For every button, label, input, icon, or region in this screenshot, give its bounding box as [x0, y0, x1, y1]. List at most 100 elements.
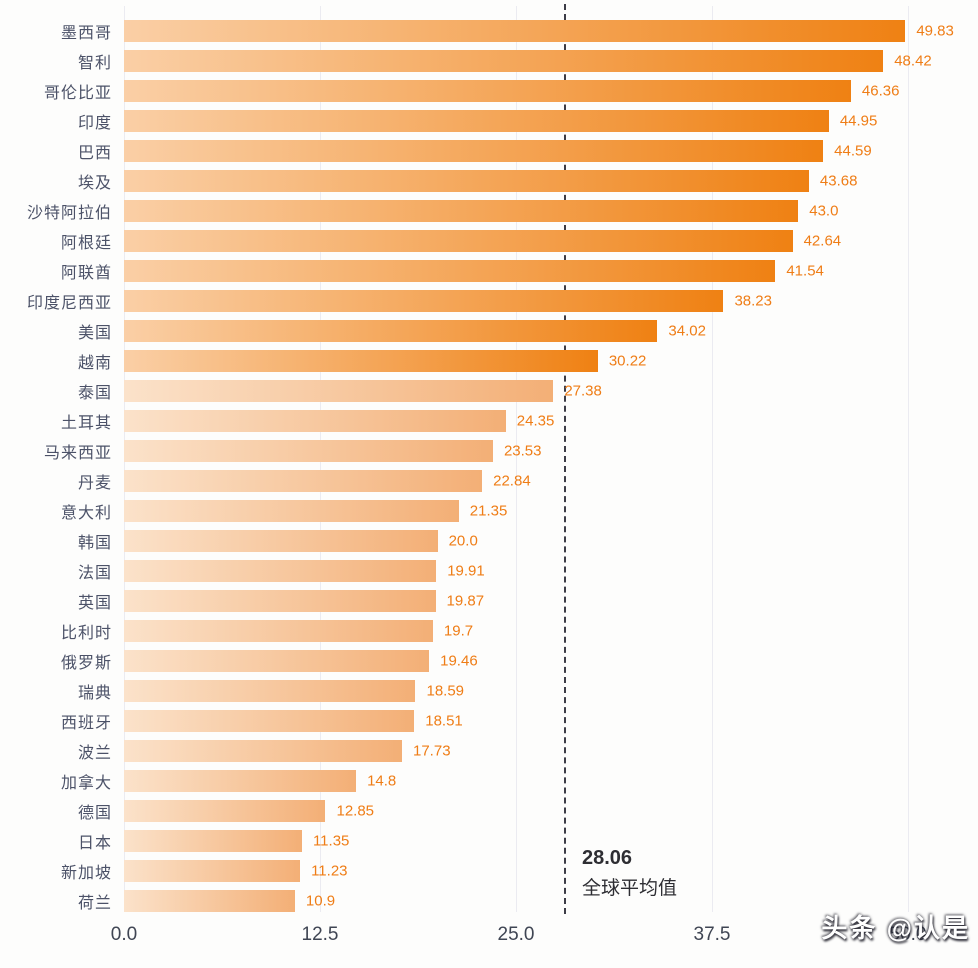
bar: [124, 470, 483, 492]
value-label: 43.68: [819, 172, 858, 190]
category-label: 法国: [77, 565, 112, 582]
category-label: 土耳其: [60, 415, 112, 432]
value-label: 27.38: [564, 382, 602, 400]
category-label: 越南: [77, 355, 112, 372]
value-label: 24.35: [516, 412, 555, 430]
value-label: 18.59: [426, 682, 465, 700]
x-tick: 0.0: [110, 924, 138, 945]
chart-row: 越南 30.22: [0, 346, 978, 376]
category-label: 英国: [77, 595, 112, 612]
category-label: 阿根廷: [60, 235, 112, 252]
bar: [124, 680, 416, 702]
bar: [124, 80, 851, 102]
category-label: 新加坡: [60, 865, 112, 882]
category-label: 美国: [77, 325, 112, 342]
chart-row: 墨西哥 49.83: [0, 16, 978, 46]
value-label: 14.8: [367, 772, 397, 790]
bar: [124, 50, 884, 72]
bar: [124, 800, 326, 822]
value-label: 19.87: [446, 592, 485, 610]
value-label: 20.0: [448, 532, 478, 550]
bar: [124, 230, 793, 252]
value-label: 23.53: [503, 442, 542, 460]
value-label: 18.51: [425, 712, 463, 730]
x-tick: 37.5: [693, 924, 731, 945]
bar: [124, 890, 295, 912]
category-label: 日本: [77, 835, 112, 852]
category-label: 荷兰: [77, 895, 112, 912]
value-label: 19.46: [440, 652, 478, 670]
value-label: 17.73: [413, 742, 451, 760]
chart-row: 丹麦 22.84: [0, 466, 978, 496]
chart-row: 阿联酋 41.54: [0, 256, 978, 286]
value-label: 11.35: [312, 832, 350, 850]
bar: [124, 620, 433, 642]
bar: [124, 830, 302, 852]
value-label: 46.36: [861, 82, 900, 100]
bar: [124, 350, 598, 372]
chart-row: 沙特阿拉伯 43.0: [0, 196, 978, 226]
category-label: 西班牙: [60, 715, 112, 732]
category-label: 智利: [77, 55, 112, 72]
chart-row: 美国 34.02: [0, 316, 978, 346]
x-tick: 50.0: [889, 924, 927, 945]
chart-row: 阿根廷 42.64: [0, 226, 978, 256]
chart-row: 印度尼西亚 38.23: [0, 286, 978, 316]
value-label: 41.54: [786, 262, 824, 280]
value-label: 42.64: [803, 232, 842, 250]
bar: [124, 410, 506, 432]
category-label: 比利时: [60, 625, 112, 642]
category-label: 哥伦比亚: [43, 85, 112, 102]
value-label: 22.84: [493, 472, 531, 490]
bar: [124, 860, 301, 882]
value-label: 11.23: [311, 862, 348, 880]
gridline: [516, 6, 517, 912]
chart-row: 埃及 43.68: [0, 166, 978, 196]
chart-row: 新加坡 11.23: [0, 856, 978, 886]
category-label: 巴西: [77, 145, 112, 162]
value-label: 19.7: [443, 622, 474, 640]
category-label: 波兰: [77, 745, 112, 762]
chart-row: 比利时 19.7: [0, 616, 978, 646]
global-average-value: 28.06: [581, 847, 633, 869]
category-label: 德国: [77, 805, 112, 822]
value-label: 21.35: [469, 502, 508, 520]
bar: [124, 590, 436, 612]
bar: [124, 530, 438, 552]
category-label: 印度尼西亚: [26, 295, 112, 312]
global-average-label: 全球平均值: [581, 878, 677, 899]
chart-row: 加拿大 14.8: [0, 766, 978, 796]
chart-row: 瑞典 18.59: [0, 676, 978, 706]
value-label: 10.9: [305, 892, 336, 910]
x-axis: 0.0 12.5 25.0 37.5 50.0: [0, 924, 978, 954]
value-label: 12.85: [336, 802, 375, 820]
category-label: 俄罗斯: [60, 655, 112, 672]
value-label: 44.59: [834, 142, 872, 160]
chart-row: 法国 19.91: [0, 556, 978, 586]
category-label: 丹麦: [77, 475, 112, 492]
bar: [124, 440, 493, 462]
category-label: 韩国: [77, 535, 112, 552]
bar: [124, 650, 430, 672]
bar: [124, 260, 776, 282]
x-tick: 12.5: [301, 924, 339, 945]
category-label: 沙特阿拉伯: [26, 205, 112, 222]
chart-row: 荷兰 10.9: [0, 886, 978, 916]
chart-row: 韩国 20.0: [0, 526, 978, 556]
bar: [124, 710, 415, 732]
category-label: 瑞典: [77, 685, 112, 702]
value-label: 43.0: [809, 202, 839, 220]
chart-row: 土耳其 24.35: [0, 406, 978, 436]
value-label: 34.02: [668, 322, 706, 340]
watermark: 头条 @认是: [821, 913, 970, 943]
bar: [124, 320, 658, 342]
value-label: 19.91: [447, 562, 485, 580]
global-average-annotation: 28.06 全球平均值: [582, 843, 677, 903]
chart-row: 波兰 17.73: [0, 736, 978, 766]
category-label: 意大利: [60, 505, 112, 522]
category-label: 马来西亚: [43, 445, 112, 462]
gridline: [712, 6, 713, 912]
bar: [124, 110, 829, 132]
bar: [124, 290, 724, 312]
